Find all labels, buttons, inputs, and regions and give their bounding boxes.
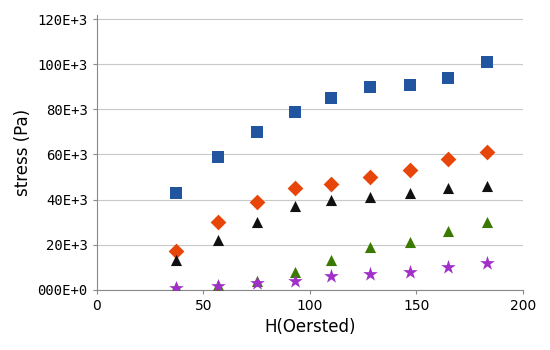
two spheres — [290, 278, 299, 284]
2 Chains of 10 spheres — [214, 282, 223, 288]
X-axis label: H(Oersted): H(Oersted) — [264, 318, 356, 336]
cylinder flat + spherocylinder — [406, 167, 415, 173]
cylinder flat + spherocylinder — [365, 174, 374, 180]
2 cylinders flat ends — [482, 60, 491, 65]
2 spherocylinders — [365, 195, 374, 200]
cylinder flat + spherocylinder — [214, 219, 223, 225]
Y-axis label: stress (Pa): stress (Pa) — [14, 109, 32, 196]
2 Chains of 10 spheres — [171, 285, 180, 290]
2 spherocylinders — [290, 203, 299, 209]
cylinder flat + spherocylinder — [290, 186, 299, 191]
2 Chains of 10 spheres — [327, 258, 336, 263]
2 Chains of 10 spheres — [444, 228, 453, 234]
2 Chains of 10 spheres — [290, 269, 299, 274]
two spheres — [365, 271, 374, 277]
two spheres — [252, 280, 261, 286]
cylinder flat + spherocylinder — [252, 199, 261, 204]
two spheres — [444, 264, 453, 270]
two spheres — [214, 284, 223, 289]
2 cylinders flat ends — [214, 154, 223, 160]
2 Chains of 10 spheres — [406, 239, 415, 245]
2 cylinders flat ends — [365, 84, 374, 90]
two spheres — [406, 269, 415, 274]
2 spherocylinders — [406, 190, 415, 196]
two spheres — [171, 286, 180, 291]
2 cylinders flat ends — [171, 190, 180, 196]
cylinder flat + spherocylinder — [482, 149, 491, 155]
two spheres — [482, 260, 491, 265]
cylinder flat + spherocylinder — [171, 248, 180, 254]
2 cylinders flat ends — [406, 82, 415, 88]
2 spherocylinders — [327, 197, 336, 202]
2 Chains of 10 spheres — [482, 219, 491, 225]
cylinder flat + spherocylinder — [327, 181, 336, 187]
2 Chains of 10 spheres — [365, 244, 374, 250]
2 spherocylinders — [444, 186, 453, 191]
2 spherocylinders — [482, 183, 491, 189]
2 cylinders flat ends — [444, 75, 453, 81]
2 cylinders flat ends — [327, 96, 336, 101]
2 spherocylinders — [171, 258, 180, 263]
2 spherocylinders — [252, 219, 261, 225]
2 spherocylinders — [214, 237, 223, 243]
two spheres — [327, 273, 336, 279]
cylinder flat + spherocylinder — [444, 156, 453, 162]
2 cylinders flat ends — [290, 109, 299, 114]
2 Chains of 10 spheres — [252, 278, 261, 284]
2 cylinders flat ends — [252, 129, 261, 135]
